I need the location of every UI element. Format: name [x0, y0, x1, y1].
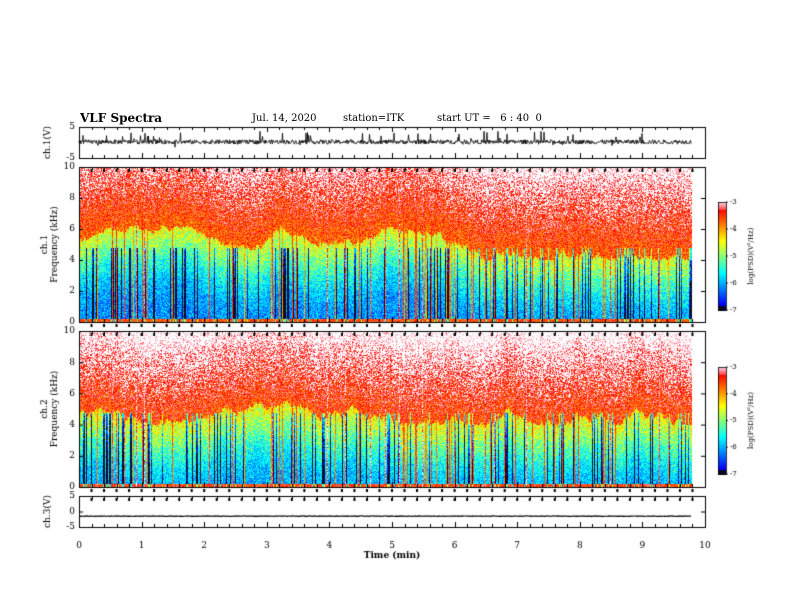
start-time-label: start UT = 6 : 40 0: [437, 113, 542, 124]
station-label: station=ITK: [343, 113, 405, 124]
figure-title: VLF Spectra: [80, 111, 163, 125]
date-label: Jul. 14, 2020: [252, 113, 317, 124]
